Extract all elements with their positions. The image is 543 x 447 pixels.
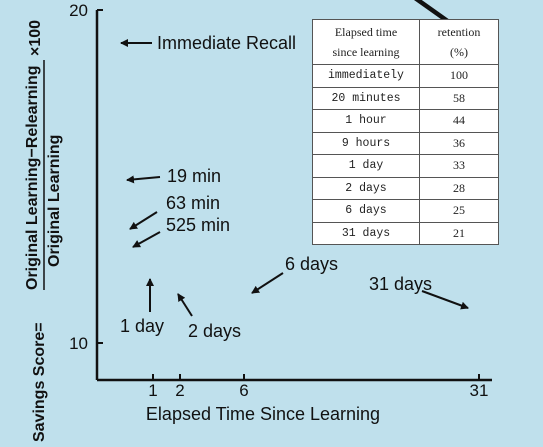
table-cell-retention: 100 <box>419 64 499 88</box>
x-tick-label: 6 <box>239 381 248 400</box>
table-row: 6 days 25 <box>312 199 499 223</box>
annotation-label: 31 days <box>369 274 432 294</box>
y-axis-title-suffix: ×100 <box>27 20 44 56</box>
annotation-label: 19 min <box>167 166 221 186</box>
table-cell-retention: 21 <box>419 221 499 245</box>
y-axis-title-group: Savings Score= Original Learning−Relearni… <box>24 20 63 442</box>
table-header-row: Elapsed time since learning retention (%) <box>312 19 499 65</box>
table-cell-elapsed: 31 days <box>312 221 420 245</box>
table-cell-elapsed: 20 minutes <box>312 86 420 110</box>
table-row: 1 hour 44 <box>312 109 499 133</box>
table-header-elapsed: Elapsed time since learning <box>312 19 420 65</box>
table-cell-elapsed: immediately <box>312 64 420 88</box>
table-cell-retention: 36 <box>419 131 499 155</box>
table-cell-retention: 44 <box>419 109 499 133</box>
table-cell-retention: 33 <box>419 154 499 178</box>
table-row: 9 hours 36 <box>312 131 499 155</box>
y-axis-title-prefix: Savings Score= <box>31 322 48 442</box>
x-tick-label: 1 <box>148 381 157 400</box>
x-axis-title: Elapsed Time Since Learning <box>146 404 380 424</box>
y-tick-label: 10 <box>69 334 88 353</box>
table-cell-elapsed: 2 days <box>312 176 420 200</box>
y-axis-title: Savings Score= Original Learning−Relearni… <box>24 20 63 442</box>
table-row: immediately 100 <box>312 64 499 88</box>
annotation-arrow <box>177 293 193 317</box>
y-axis-title-denominator: Original Learning <box>46 135 63 267</box>
table-cell-retention: 25 <box>419 199 499 223</box>
table-cell-retention: 28 <box>419 176 499 200</box>
retention-table: Elapsed time since learning retention (%) … <box>312 19 499 245</box>
table-header-retention: retention (%) <box>419 19 499 65</box>
annotation-arrow <box>421 290 469 310</box>
annotation-arrow <box>132 231 161 248</box>
annotation-arrow <box>129 211 158 230</box>
annotation-label: 2 days <box>188 321 241 341</box>
table-row: 2 days 28 <box>312 176 499 200</box>
x-tick-label: 31 <box>470 381 489 400</box>
x-axis-ticks: 1 2 6 31 <box>148 374 488 400</box>
table-cell-elapsed: 6 days <box>312 199 420 223</box>
axes <box>95 10 492 382</box>
annotation-label: 525 min <box>166 215 230 235</box>
table-cell-elapsed: 9 hours <box>312 131 420 155</box>
annotation-label: 63 min <box>166 193 220 213</box>
annotation-label: 6 days <box>285 254 338 274</box>
annotation-arrow <box>126 175 161 184</box>
table-row: 1 day 33 <box>312 154 499 178</box>
y-axis-ticks: 102030405060708090100 <box>69 1 103 353</box>
table-row: 31 days 21 <box>312 221 499 245</box>
y-tick-label: 20 <box>69 1 88 20</box>
table-cell-retention: 58 <box>419 86 499 110</box>
table-cell-elapsed: 1 hour <box>312 109 420 133</box>
table-row: 20 minutes 58 <box>312 86 499 110</box>
table-cell-elapsed: 1 day <box>312 154 420 178</box>
x-tick-label: 2 <box>175 381 184 400</box>
annotation-label: 1 day <box>120 316 164 336</box>
annotation-arrow <box>251 272 284 294</box>
y-axis-title-numerator: Original Learning−Relearning <box>24 66 41 291</box>
annotation-label: Immediate Recall <box>157 33 296 53</box>
